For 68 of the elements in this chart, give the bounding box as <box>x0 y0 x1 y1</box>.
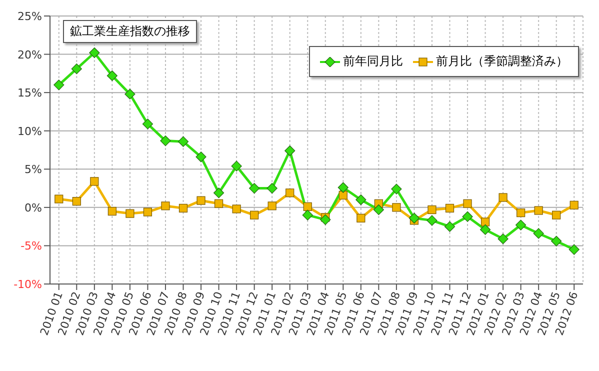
y-tick-label: 10% <box>18 124 42 138</box>
point <box>444 221 456 232</box>
point <box>160 136 171 146</box>
y-tick-label: 15% <box>18 86 42 100</box>
point <box>552 210 561 220</box>
point <box>196 152 206 162</box>
point <box>373 204 384 216</box>
point <box>534 206 543 215</box>
point <box>408 212 420 224</box>
y-tick-label: -10% <box>14 278 42 291</box>
point <box>533 228 544 239</box>
point <box>303 202 312 211</box>
point <box>54 80 64 90</box>
text: 鉱工業生産指数の推移 <box>63 20 197 43</box>
point <box>54 194 64 204</box>
point <box>71 64 82 74</box>
point <box>392 203 401 212</box>
point <box>570 200 578 210</box>
point <box>516 208 526 218</box>
point <box>178 136 189 147</box>
y-tick-label: -5% <box>20 240 42 253</box>
legend-label: 前年同月比 <box>342 53 403 70</box>
point <box>286 188 294 198</box>
point <box>143 208 152 216</box>
point <box>356 214 366 222</box>
point <box>391 184 402 194</box>
point <box>445 204 454 212</box>
point <box>250 210 259 220</box>
point <box>428 205 436 214</box>
point <box>302 210 313 220</box>
point <box>463 199 472 208</box>
point <box>426 215 438 226</box>
point <box>124 88 136 100</box>
point <box>480 218 490 226</box>
point <box>338 182 348 193</box>
legend-label: 前月比（季節調整済み） <box>435 53 568 70</box>
point <box>106 70 118 82</box>
point <box>196 196 206 205</box>
point <box>214 199 224 208</box>
point <box>266 182 278 194</box>
point <box>178 204 188 212</box>
point <box>568 244 580 255</box>
y-tick-label: 20% <box>18 48 42 62</box>
point <box>480 224 491 235</box>
point <box>89 47 100 58</box>
point <box>498 234 508 244</box>
point <box>268 202 276 210</box>
point <box>498 193 508 202</box>
point <box>126 209 134 218</box>
point <box>72 197 81 206</box>
point <box>320 214 331 225</box>
point <box>284 145 296 156</box>
y-tick-label: 25% <box>18 10 42 23</box>
y-tick-label: 5% <box>24 163 42 176</box>
point <box>551 236 562 246</box>
point <box>231 160 242 172</box>
point <box>142 118 154 130</box>
point <box>516 220 526 230</box>
point <box>108 206 116 216</box>
y-tick-label: 0% <box>24 201 42 214</box>
point <box>356 194 366 206</box>
point <box>213 188 224 198</box>
point <box>90 177 99 186</box>
point <box>249 182 260 194</box>
point <box>338 190 348 200</box>
point <box>232 204 241 214</box>
point <box>161 202 170 210</box>
point <box>462 211 473 222</box>
